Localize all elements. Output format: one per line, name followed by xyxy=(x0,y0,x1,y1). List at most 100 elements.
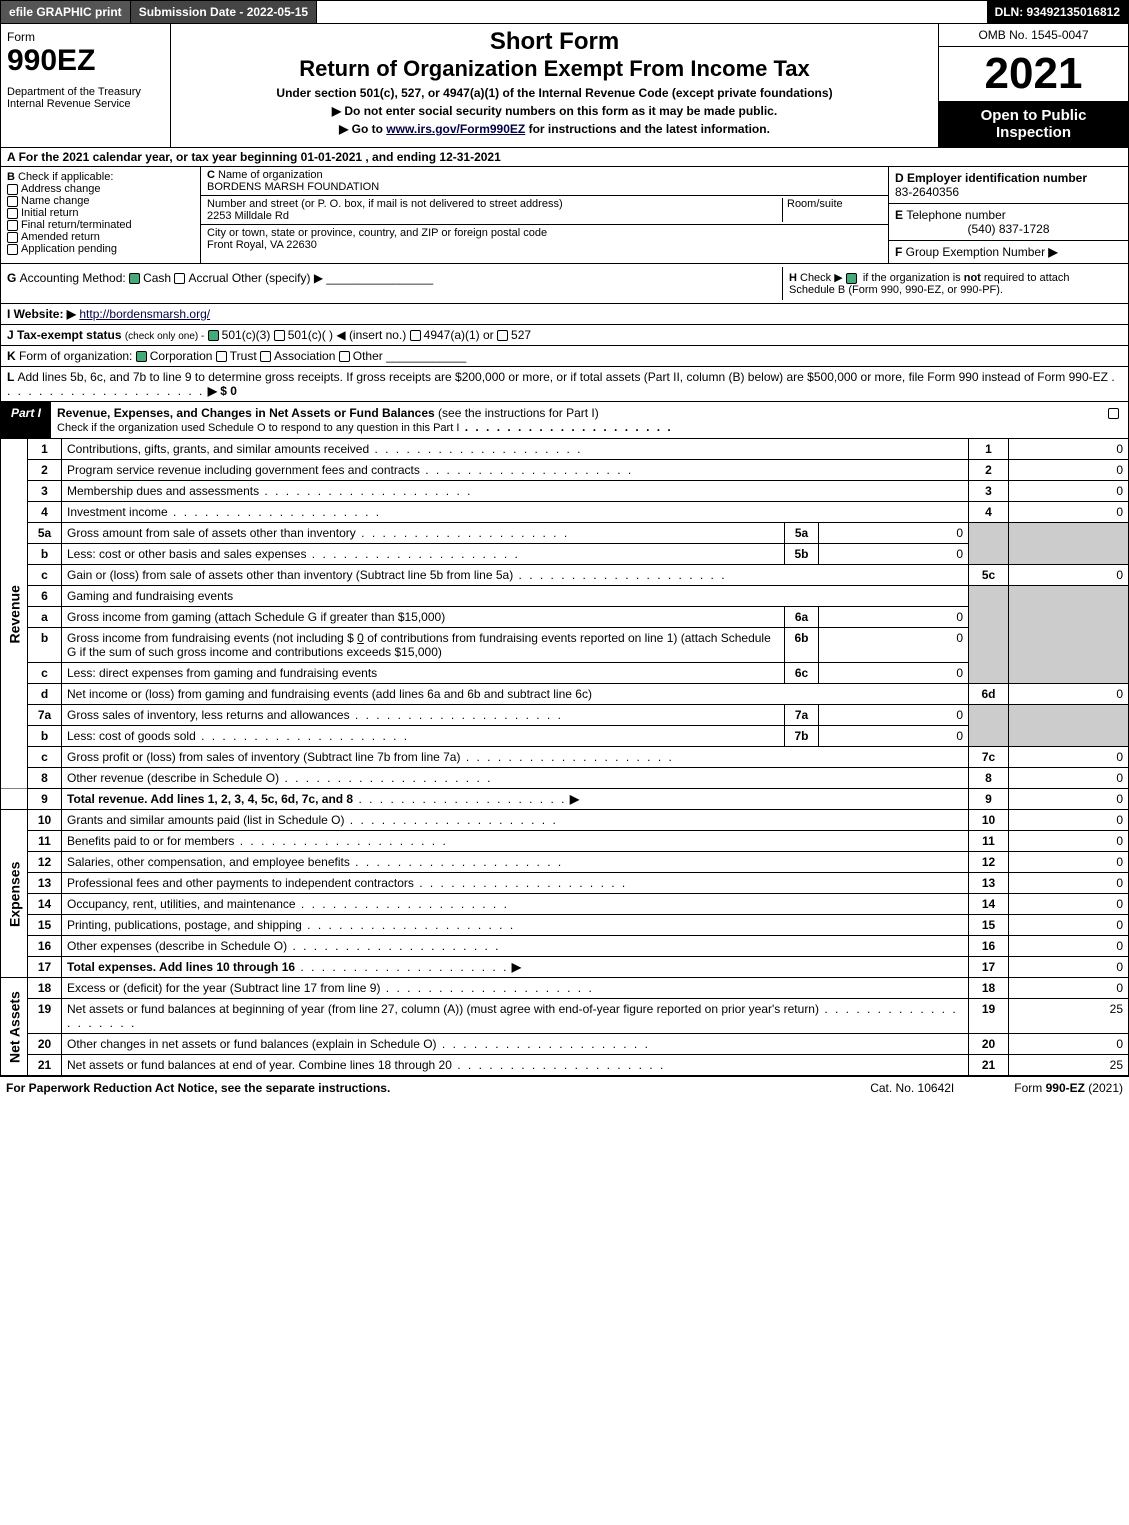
g-cash: Cash xyxy=(143,271,171,285)
l11-n: 11 xyxy=(28,831,62,852)
l20-amt: 0 xyxy=(1009,1034,1129,1055)
l20-n: 20 xyxy=(28,1034,62,1055)
website-link[interactable]: http://bordensmarsh.org/ xyxy=(79,307,210,321)
l11-amt: 0 xyxy=(1009,831,1129,852)
l9-n: 9 xyxy=(28,789,62,810)
efile-print-button[interactable]: efile GRAPHIC print xyxy=(1,1,131,23)
check-final-return[interactable] xyxy=(7,220,18,231)
col-b: B Check if applicable: Address change Na… xyxy=(1,167,201,263)
line-16: 16 Other expenses (describe in Schedule … xyxy=(1,936,1129,957)
row-k: K Form of organization: Corporation Trus… xyxy=(0,346,1129,367)
b-item-5: Application pending xyxy=(21,243,117,255)
l14-d: Occupancy, rent, utilities, and maintena… xyxy=(67,897,296,911)
check-association[interactable] xyxy=(260,351,271,362)
l9-d: Total revenue. Add lines 1, 2, 3, 4, 5c,… xyxy=(67,792,353,806)
shade-7b xyxy=(1009,705,1129,747)
check-501c3[interactable] xyxy=(208,330,219,341)
l19-n: 19 xyxy=(28,999,62,1034)
check-cash[interactable] xyxy=(129,273,140,284)
l19-d: Net assets or fund balances at beginning… xyxy=(67,1002,819,1016)
l7b-sub: 7b xyxy=(785,726,819,747)
l4-amt: 0 xyxy=(1009,502,1129,523)
netassets-label: Net Assets xyxy=(1,978,28,1076)
line-a-text: For the 2021 calendar year, or tax year … xyxy=(19,150,501,164)
expenses-label: Expenses xyxy=(1,810,28,978)
check-corporation[interactable] xyxy=(136,351,147,362)
rev-end xyxy=(1,789,28,810)
l21-amt: 25 xyxy=(1009,1055,1129,1076)
l12-amt: 0 xyxy=(1009,852,1129,873)
check-address-change[interactable] xyxy=(7,184,18,195)
submission-date: Submission Date - 2022-05-15 xyxy=(131,1,317,23)
l7c-amt: 0 xyxy=(1009,747,1129,768)
l5b-n: b xyxy=(28,544,62,565)
l15-num: 15 xyxy=(969,915,1009,936)
part1-endcheck xyxy=(1102,402,1128,438)
c-city-label: City or town, state or province, country… xyxy=(207,227,547,239)
line-15: 15 Printing, publications, postage, and … xyxy=(1,915,1129,936)
l17-num: 17 xyxy=(969,957,1009,978)
l12-n: 12 xyxy=(28,852,62,873)
l11-d: Benefits paid to or for members xyxy=(67,834,234,848)
check-trust[interactable] xyxy=(216,351,227,362)
irs-link[interactable]: www.irs.gov/Form990EZ xyxy=(386,122,525,136)
l2-n: 2 xyxy=(28,460,62,481)
check-name-change[interactable] xyxy=(7,196,18,207)
k-opt-1: Trust xyxy=(230,349,257,363)
l7c-num: 7c xyxy=(969,747,1009,768)
omb-number: OMB No. 1545-0047 xyxy=(939,24,1128,47)
under-section: Under section 501(c), 527, or 4947(a)(1)… xyxy=(179,86,930,100)
form-header: Form 990EZ Department of the Treasury In… xyxy=(0,24,1129,148)
k-opt-2: Association xyxy=(274,349,335,363)
l1-d: Contributions, gifts, grants, and simila… xyxy=(67,442,369,456)
l7a-d: Gross sales of inventory, less returns a… xyxy=(67,708,350,722)
check-4947[interactable] xyxy=(410,330,421,341)
line-5b: b Less: cost or other basis and sales ex… xyxy=(1,544,1129,565)
l2-amt: 0 xyxy=(1009,460,1129,481)
check-amended-return[interactable] xyxy=(7,232,18,243)
org-city: Front Royal, VA 22630 xyxy=(207,239,317,251)
lines-table: Revenue 1 Contributions, gifts, grants, … xyxy=(0,439,1129,1076)
l15-amt: 0 xyxy=(1009,915,1129,936)
line-20: 20 Other changes in net assets or fund b… xyxy=(1,1034,1129,1055)
check-initial-return[interactable] xyxy=(7,208,18,219)
c-street-label: Number and street (or P. O. box, if mail… xyxy=(207,198,563,210)
l6a-sub: 6a xyxy=(785,607,819,628)
l13-amt: 0 xyxy=(1009,873,1129,894)
org-street: 2253 Milldale Rd xyxy=(207,210,289,222)
check-schedule-o[interactable] xyxy=(1108,408,1119,419)
short-form-title: Short Form xyxy=(179,28,930,56)
l4-num: 4 xyxy=(969,502,1009,523)
l6b-sub: 6b xyxy=(785,628,819,663)
topbar-spacer xyxy=(317,1,986,23)
b-item-0: Address change xyxy=(21,183,101,195)
check-accrual[interactable] xyxy=(174,273,185,284)
check-application-pending[interactable] xyxy=(7,244,18,255)
h-box: H Check ▶ if the organization is not req… xyxy=(782,267,1122,300)
check-501c[interactable] xyxy=(274,330,285,341)
part1-header: Part I Revenue, Expenses, and Changes in… xyxy=(0,402,1129,439)
check-schedule-b[interactable] xyxy=(846,273,857,284)
line-9: 9 Total revenue. Add lines 1, 2, 3, 4, 5… xyxy=(1,789,1129,810)
i-label: Website: ▶ xyxy=(14,307,76,321)
line-6a: a Gross income from gaming (attach Sched… xyxy=(1,607,1129,628)
l10-num: 10 xyxy=(969,810,1009,831)
row-j: J Tax-exempt status (check only one) - 5… xyxy=(0,325,1129,346)
ssn-note: ▶ Do not enter social security numbers o… xyxy=(179,104,930,118)
row-gh: G Accounting Method: Cash Accrual Other … xyxy=(0,264,1129,304)
line-11: 11 Benefits paid to or for members 11 0 xyxy=(1,831,1129,852)
l5b-d: Less: cost or other basis and sales expe… xyxy=(67,547,306,561)
l15-n: 15 xyxy=(28,915,62,936)
l5a-n: 5a xyxy=(28,523,62,544)
ein-value: 83-2640356 xyxy=(895,185,959,199)
l6c-sub: 6c xyxy=(785,663,819,684)
l6d-d: Net income or (loss) from gaming and fun… xyxy=(67,687,592,701)
check-other-org[interactable] xyxy=(339,351,350,362)
l7a-sval: 0 xyxy=(819,705,969,726)
main-title: Return of Organization Exempt From Incom… xyxy=(179,56,930,82)
line-7a: 7a Gross sales of inventory, less return… xyxy=(1,705,1129,726)
f-label: Group Exemption Number xyxy=(906,245,1045,259)
l21-num: 21 xyxy=(969,1055,1009,1076)
check-527[interactable] xyxy=(497,330,508,341)
footer-mid: Cat. No. 10642I xyxy=(870,1081,954,1095)
